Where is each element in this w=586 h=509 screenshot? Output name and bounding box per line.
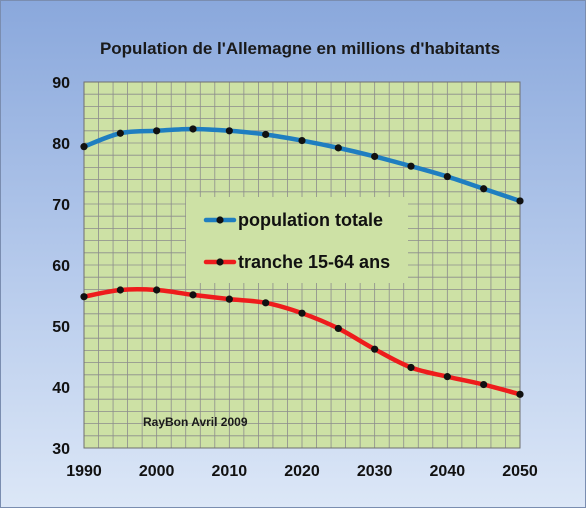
series-2-point [334,324,342,333]
series-1-point [480,185,488,193]
series-2-point [80,293,88,301]
x-tick-label: 2020 [284,463,320,480]
y-tick-label: 40 [52,380,70,397]
legend-label-2: tranche 15-64 ans [238,252,390,272]
plot-border [83,81,521,449]
series-1-point [116,129,124,137]
series-1-point [262,130,270,139]
series-2-point [407,363,415,372]
series-1-point [225,127,233,135]
series-2-point [189,291,197,299]
chart-annotation: RayBon Avril 2009 [143,415,248,429]
x-tick-label: 2040 [430,463,466,480]
series-1-point [516,197,524,205]
x-tick-label: 2010 [212,463,248,480]
series-1-point [407,162,415,170]
legend-box [186,197,408,283]
x-tick-label: 1990 [66,463,102,480]
y-tick-label: 70 [52,197,70,214]
series-2-point [298,309,306,317]
series-1-point [153,127,161,135]
series-1-point [371,152,379,161]
series-1-point [298,136,306,145]
series-2-point [443,373,451,381]
series-2-point [480,380,488,389]
series-2-point [153,286,161,294]
plot-area: 30 40 50 60 70 80 90 1990 2000 2010 2020 2030 2040 20… [52,75,538,480]
series-2-point [371,345,379,353]
series-2-point [116,286,124,294]
legend-marker-1 [216,216,224,224]
y-tick-label: 60 [52,258,70,275]
chart-title: Population de l'Allemagne en millions d'… [100,39,500,58]
y-tick-label: 80 [52,136,70,153]
y-tick-label: 90 [52,75,70,92]
y-tick-label: 50 [52,319,70,336]
series-2-point [225,295,233,303]
series-2-point [262,299,270,307]
x-tick-label: 2000 [139,463,175,480]
series-2-point [516,390,524,398]
series-1-point [443,172,451,181]
legend-label-1: population totale [238,210,383,230]
x-tick-label: 2050 [502,463,538,480]
y-tick-label: 30 [52,441,70,458]
x-tick-label: 2030 [357,463,393,480]
series-1-point [189,125,197,133]
series-1-point [80,143,88,151]
legend-marker-2 [216,258,224,266]
series-1-point [334,144,342,152]
